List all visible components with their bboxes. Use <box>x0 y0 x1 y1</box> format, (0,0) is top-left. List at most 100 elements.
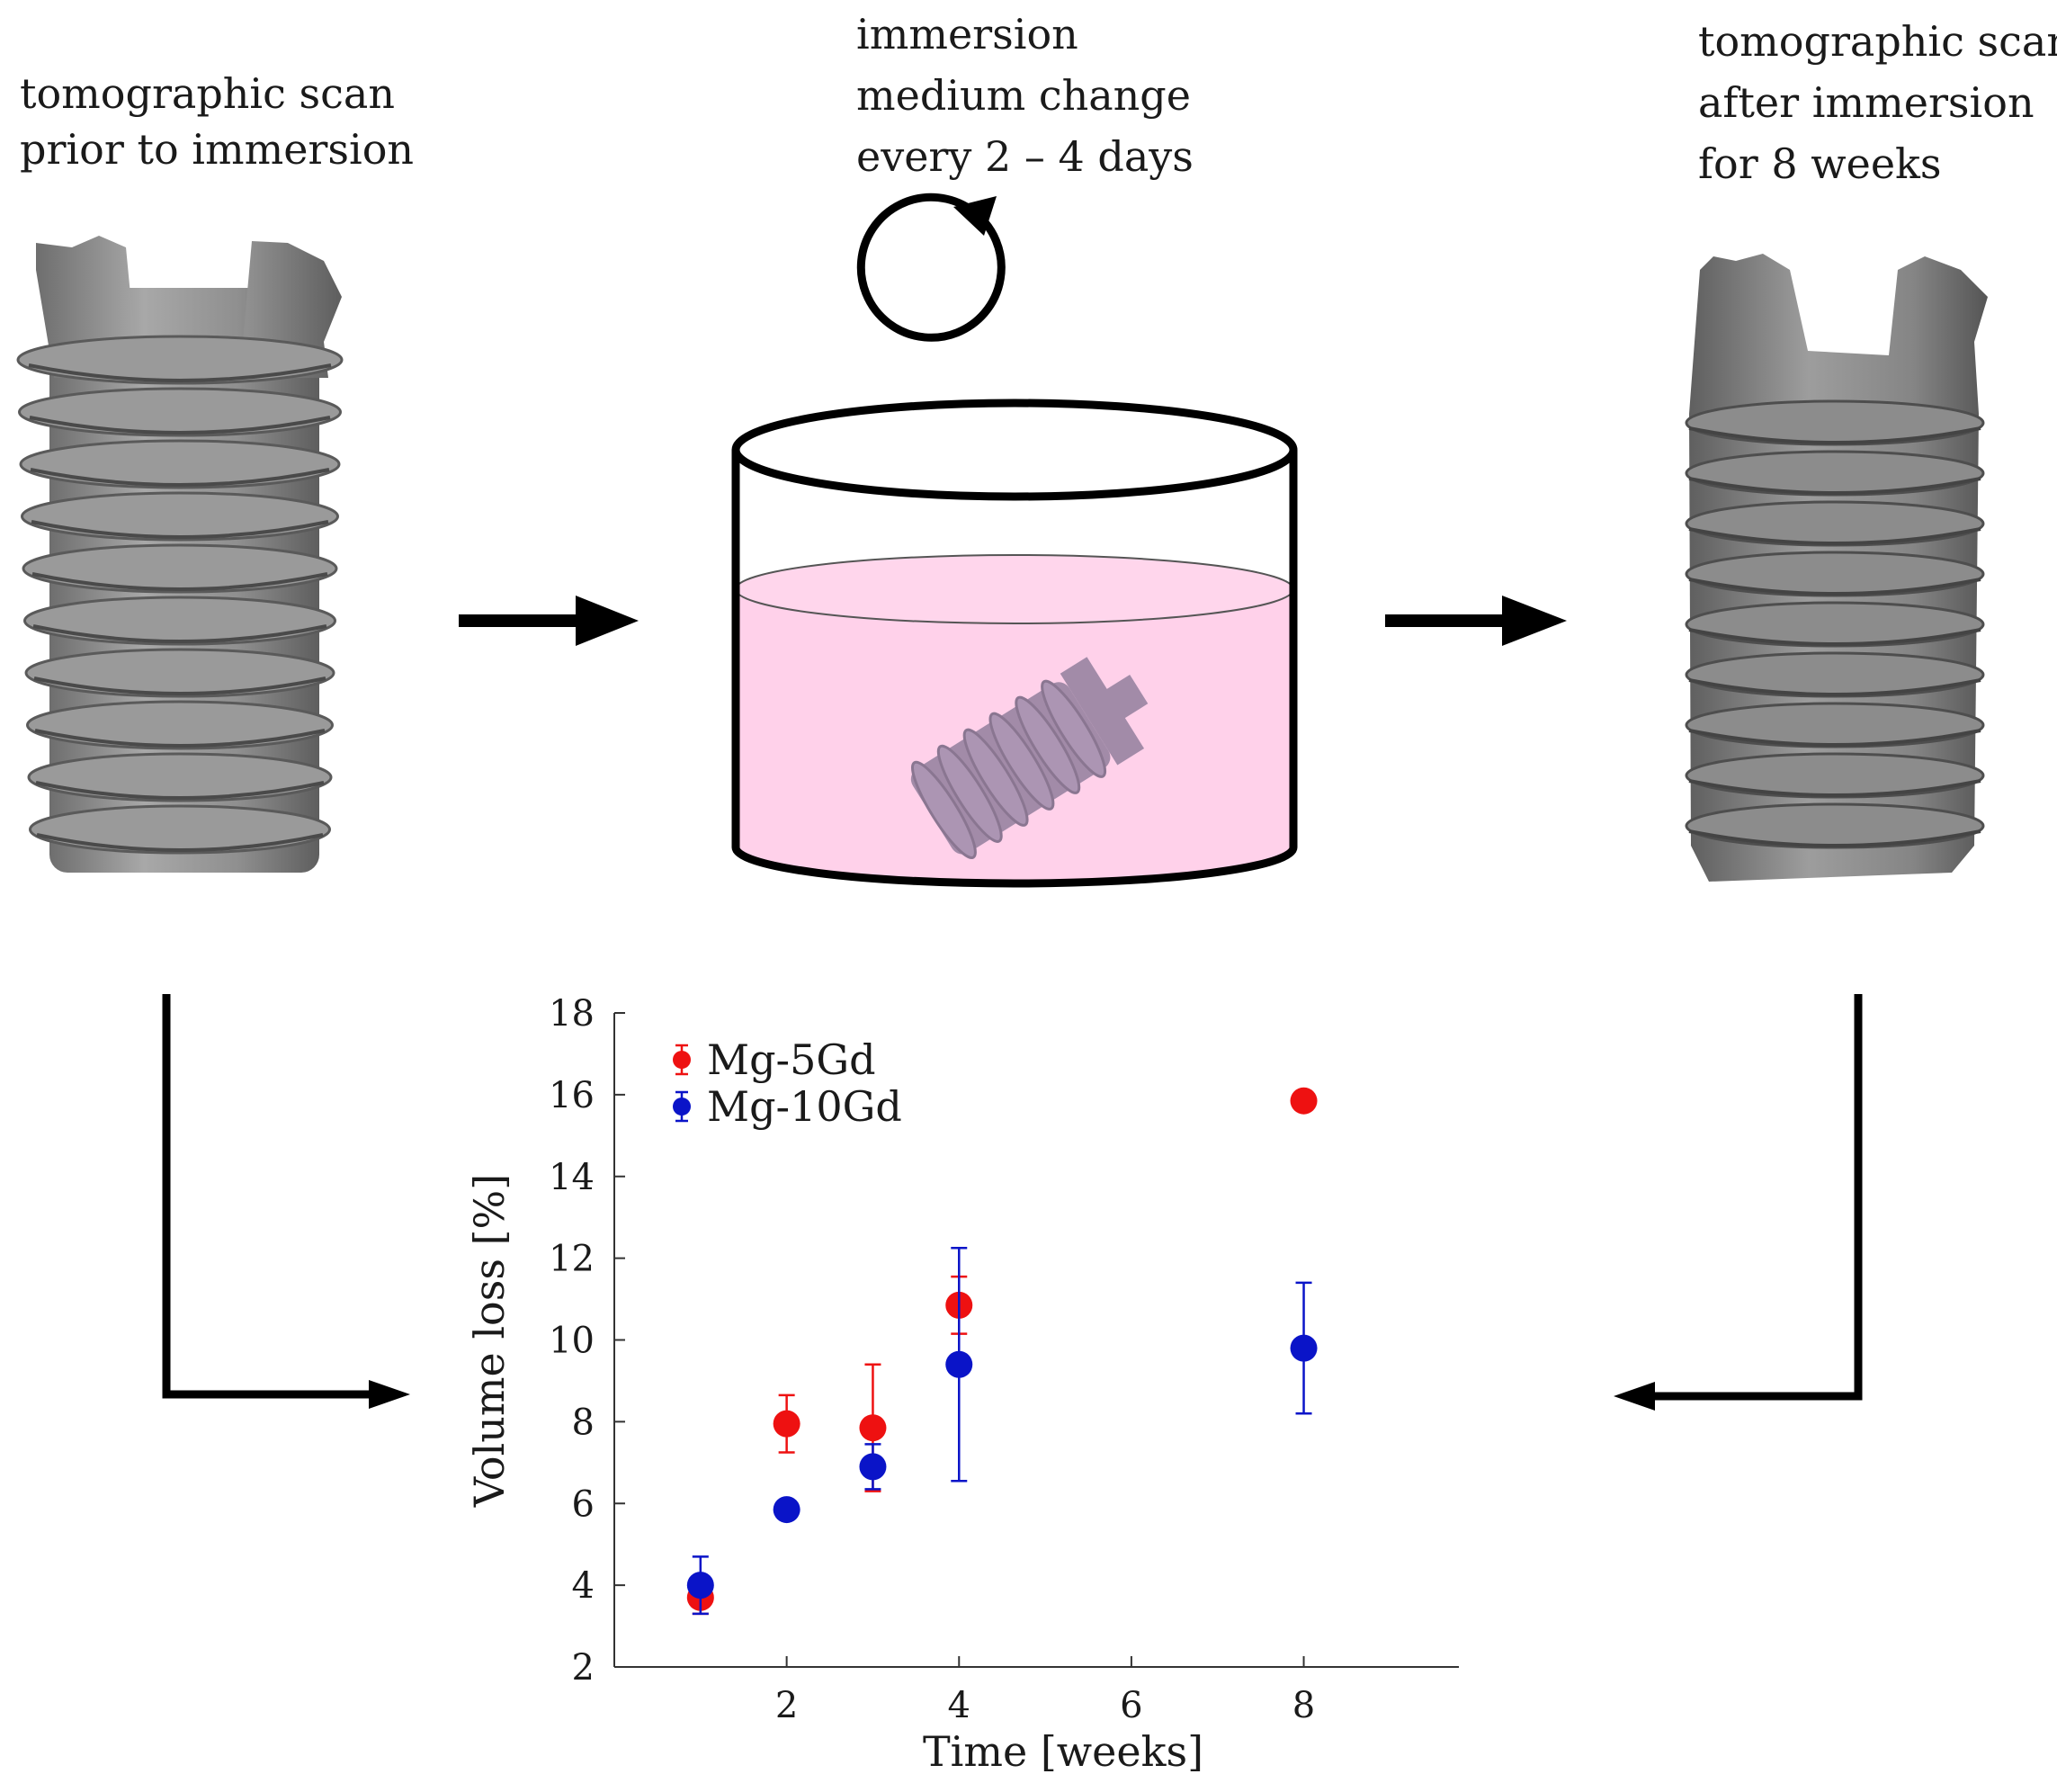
volume-loss-chart: 2 4 6 8 10 12 14 16 18 2 4 6 8 Time [weeks] Volume … <box>465 993 1459 1776</box>
thread-shadow <box>1688 678 1981 696</box>
x-tick-label: 2 <box>775 1685 798 1726</box>
screw-after-image <box>1685 254 1988 882</box>
connector-after-head <box>1614 1382 1655 1411</box>
thread-shadow <box>1688 578 1981 596</box>
label-after-scan: tomographic scan after immersion for 8 w… <box>1698 11 2057 194</box>
y-tick-label: 12 <box>549 1239 595 1280</box>
label-after-line-3: for 8 weeks <box>1698 139 1942 188</box>
thread-ridge <box>1685 601 1985 648</box>
label-immersion-line-2: medium change <box>856 71 1191 120</box>
thread-ridge <box>26 700 334 750</box>
thread-ridge <box>911 760 977 859</box>
legend-marker <box>673 1051 691 1069</box>
thread-shadow <box>36 833 324 852</box>
x-axis-title: Time [weeks] <box>923 1727 1203 1776</box>
thread-ridge <box>988 712 1055 811</box>
x-tick-label: 6 <box>1120 1685 1142 1726</box>
submerged-screw-threads <box>911 679 1107 859</box>
screw-after-threads <box>1685 399 1985 849</box>
legend-label: Mg-5Gd <box>707 1035 876 1084</box>
thread-ridge <box>1685 651 1985 698</box>
data-point <box>859 1414 887 1442</box>
y-tick-label: 6 <box>572 1483 595 1525</box>
thread-ridge <box>18 387 342 437</box>
legend-marker <box>673 1098 691 1116</box>
arrow-to-after-scan-head <box>1502 596 1567 646</box>
connector-after-to-chart <box>1646 994 1863 1401</box>
thread-shadow <box>35 781 325 800</box>
legend-label: Mg-10Gd <box>707 1082 902 1131</box>
thread-ridge <box>1685 500 1985 547</box>
thread-shadow <box>1688 477 1981 495</box>
y-tick-label: 14 <box>549 1157 595 1198</box>
thread-ridge <box>1041 679 1107 778</box>
thread-shadow <box>33 676 326 695</box>
thread-shadow <box>34 729 326 748</box>
label-immersion-line-3: every 2 – 4 days <box>856 132 1194 181</box>
thread-ridge <box>1685 551 1985 597</box>
thread-ridge <box>19 439 341 489</box>
thread-shadow <box>29 416 331 435</box>
thread-ridge <box>1685 450 1985 497</box>
thread-shadow <box>1688 829 1981 847</box>
y-tick-label: 4 <box>572 1565 595 1607</box>
thread-ridge <box>16 335 344 385</box>
data-point <box>773 1410 800 1438</box>
screw-before-threads <box>16 335 344 855</box>
thread-ridge <box>1685 802 1985 849</box>
legend-item: Mg-5Gd <box>673 1035 876 1084</box>
y-tick-label: 16 <box>549 1075 595 1116</box>
thread-shadow <box>30 468 330 487</box>
thread-ridge <box>29 804 331 855</box>
submerged-screw <box>910 657 1149 859</box>
thread-shadow <box>1688 426 1981 444</box>
series-mg-5gd <box>686 1087 1318 1616</box>
immersion-beaker <box>731 399 1298 888</box>
data-point <box>773 1496 800 1524</box>
arrow-to-immersion-head <box>576 596 639 646</box>
connector-before-head <box>369 1380 410 1409</box>
legend-item: Mg-10Gd <box>673 1082 902 1131</box>
thread-ridge <box>1015 695 1081 794</box>
label-before-scan: tomographic scan prior to immersion <box>20 63 414 180</box>
data-point <box>1290 1334 1318 1362</box>
connector-before-to-chart <box>162 994 378 1399</box>
y-axis-title: Volume loss [%] <box>465 1174 514 1508</box>
thread-ridge <box>936 744 1003 843</box>
y-tick-label: 18 <box>549 993 595 1035</box>
label-before-line-2: prior to immersion <box>20 125 415 174</box>
thread-shadow <box>1688 527 1981 545</box>
series-mg-10gd <box>686 1247 1318 1616</box>
thread-shadow <box>32 624 327 643</box>
x-tick-label: 4 <box>948 1685 970 1726</box>
label-before-line-1: tomographic scan <box>20 69 395 118</box>
thread-ridge <box>22 543 338 594</box>
thread-shadow <box>1688 729 1981 747</box>
label-immersion-line-1: immersion <box>856 10 1078 58</box>
thread-shadow <box>31 572 328 591</box>
thread-shadow <box>1688 779 1981 797</box>
label-after-line-1: tomographic scan <box>1698 17 2057 66</box>
thread-ridge <box>1685 702 1985 748</box>
data-point <box>1290 1087 1318 1115</box>
thread-shadow <box>28 363 332 382</box>
thread-ridge <box>23 596 336 646</box>
thread-ridge <box>1685 752 1985 799</box>
label-after-line-2: after immersion <box>1698 78 2035 127</box>
x-tick-label: 8 <box>1292 1685 1315 1726</box>
thread-ridge <box>27 752 333 802</box>
thread-ridge <box>962 728 1029 827</box>
thread-shadow <box>31 520 329 539</box>
data-point <box>945 1350 973 1378</box>
screw-before-image <box>16 236 344 873</box>
thread-ridge <box>21 491 339 542</box>
medium-change-cycle-icon <box>856 193 1006 342</box>
y-tick-label: 8 <box>572 1402 595 1443</box>
data-point <box>859 1453 887 1481</box>
thread-ridge <box>24 648 335 698</box>
thread-ridge <box>1685 399 1985 446</box>
y-tick-label: 2 <box>572 1647 595 1689</box>
label-immersion: immersion medium change every 2 – 4 days <box>856 4 1194 187</box>
